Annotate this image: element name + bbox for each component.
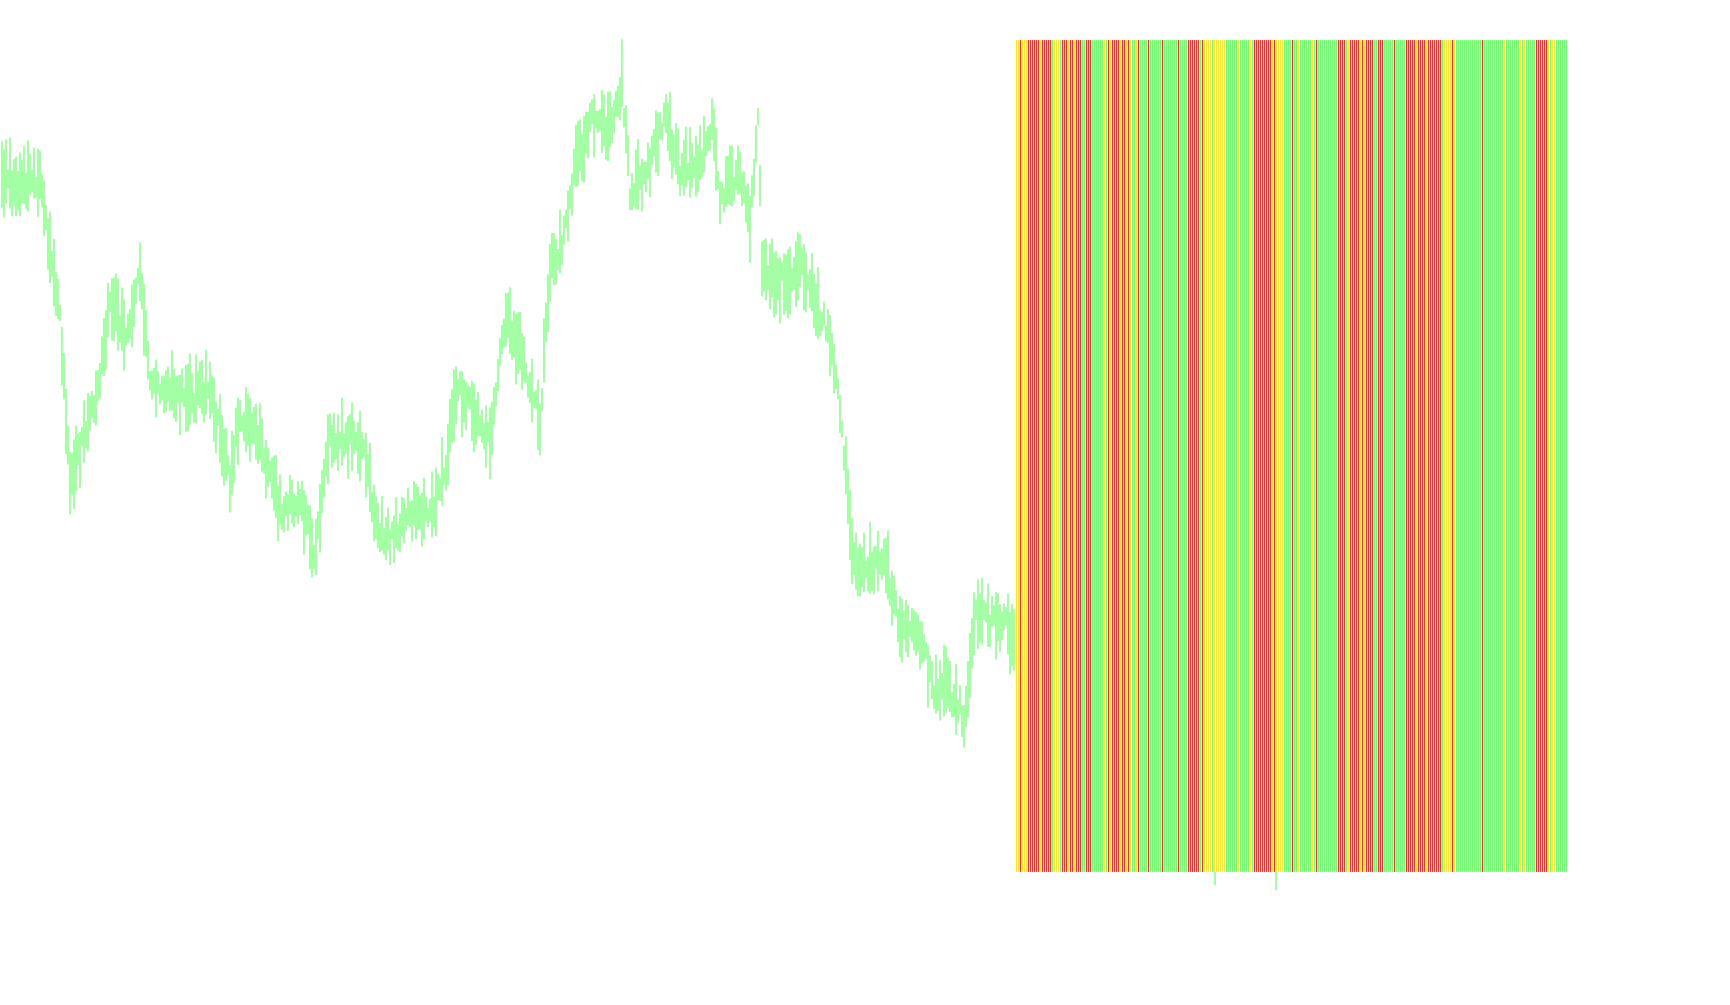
indicator-stripes — [1015, 40, 1568, 890]
price-bars — [1, 39, 1015, 748]
